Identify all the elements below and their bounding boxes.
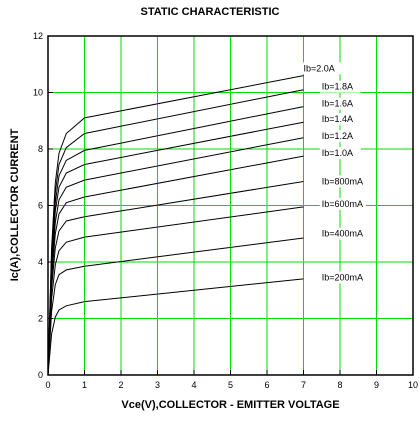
series-label-bg [319,113,361,126]
x-tick-label: 3 [155,380,160,390]
x-tick-label: 4 [191,380,196,390]
series-line [47,121,304,376]
series-label: Ib=1.2A [322,131,353,141]
series-line [47,137,304,376]
series-label-bg [319,175,367,188]
y-tick-label: 8 [38,144,43,154]
series-label-bg [319,197,367,210]
x-tick-label: 5 [228,380,233,390]
series-label: Ib=400mA [322,229,363,239]
x-axis-label: Vce(V),COLLECTOR - EMITTER VOLTAGE [121,399,340,411]
y-tick-label: 0 [38,370,43,380]
series-label: Ib=600mA [322,199,363,209]
y-tick-label: 10 [33,88,43,98]
series-label-bg [319,130,361,143]
series-label: Ib=1.4A [322,114,353,124]
series-label-bg [319,97,361,110]
series-label: Ib=1.8A [322,82,353,92]
series-label-bg [301,62,343,75]
series-label: Ib=200mA [322,272,363,282]
x-tick-label: 1 [82,380,87,390]
y-tick-label: 6 [38,201,43,211]
series-line [47,206,304,376]
series-label-bg [319,227,367,240]
series-label: Ib=800mA [322,176,363,186]
chart-title: STATIC CHARACTERISTIC [140,6,280,18]
series-label: Ib=2.0A [304,63,335,73]
x-tick-label: 10 [408,380,418,390]
series-line [47,181,304,376]
series-line [47,237,304,376]
x-tick-label: 0 [45,380,50,390]
series-label-bg [319,80,361,93]
x-tick-label: 6 [264,380,269,390]
y-tick-label: 2 [38,314,43,324]
x-tick-label: 2 [118,380,123,390]
series-line [47,75,304,376]
x-tick-label: 8 [337,380,342,390]
series-label: Ib=1.0A [322,148,353,158]
x-tick-label: 9 [374,380,379,390]
series-line [47,278,304,376]
series-label-bg [319,147,361,160]
series-label-bg [319,271,367,284]
series-label: Ib=1.6A [322,99,353,109]
y-tick-label: 12 [33,31,43,41]
y-tick-label: 4 [38,257,43,267]
x-tick-label: 7 [301,380,306,390]
